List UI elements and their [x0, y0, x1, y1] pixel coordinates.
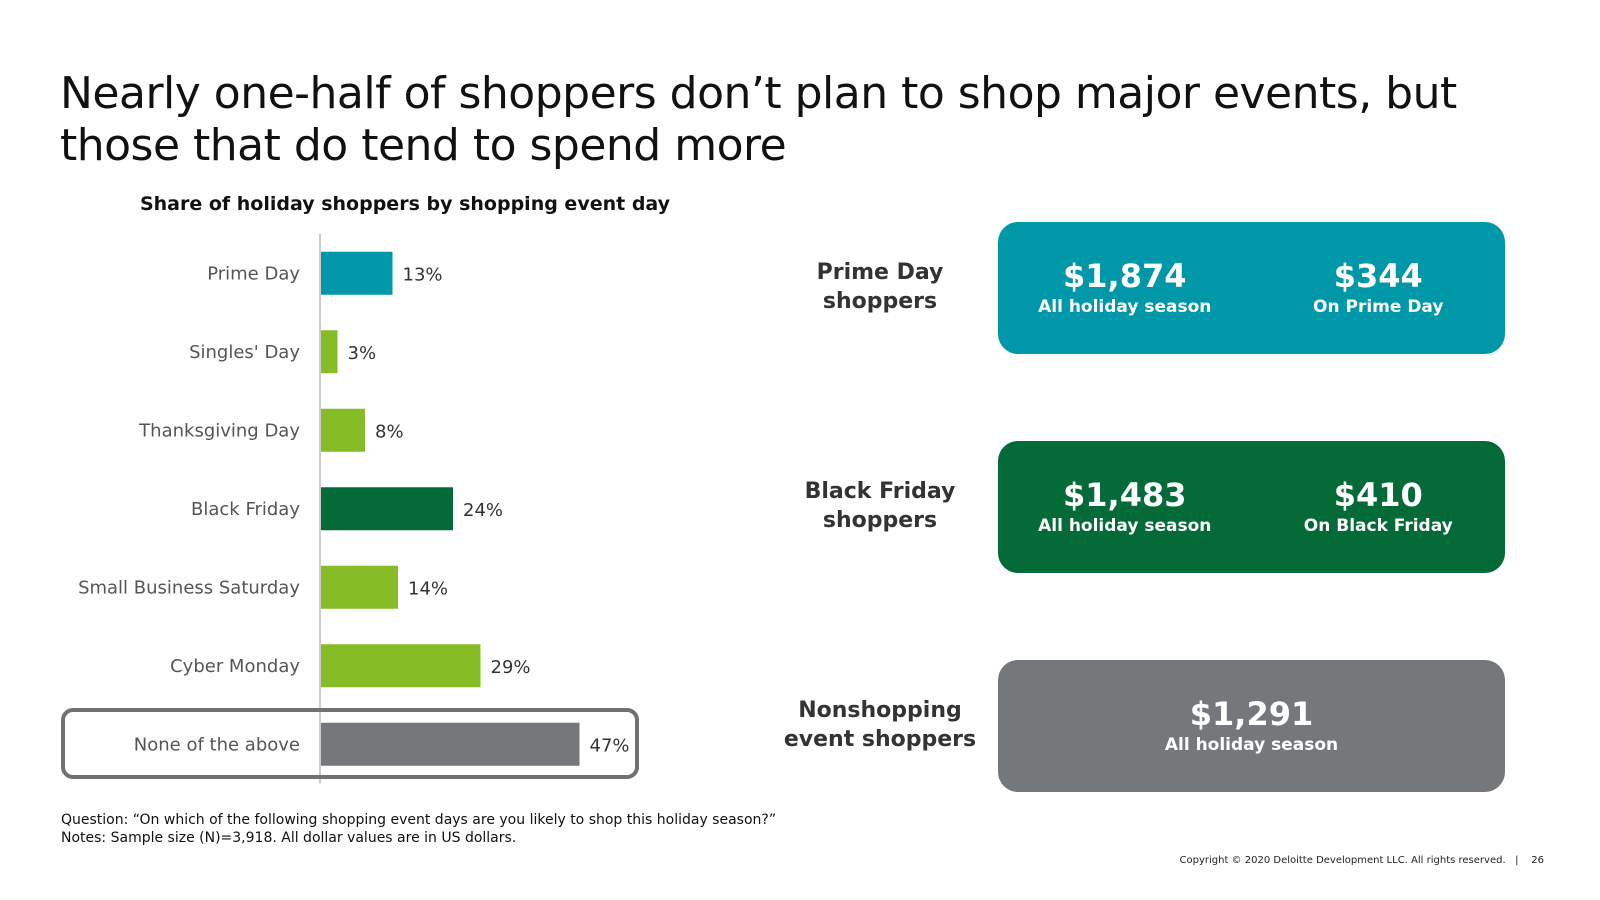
group-label-nonshopping: Nonshopping event shoppers [770, 696, 990, 754]
category-label-thanksgiving-day: Thanksgiving Day [138, 420, 300, 441]
bar-black-friday [321, 487, 453, 531]
spend-amount: $410 [1333, 476, 1423, 514]
copyright-footer: Copyright © 2020 Deloitte Development LL… [1180, 855, 1544, 866]
spend-card-prime-day: $1,874 All holiday season $344 On Prime … [998, 222, 1505, 354]
group-label-prime-day: Prime Day shoppers [770, 258, 990, 316]
category-label-small-business-saturday: Small Business Saturday [78, 577, 300, 598]
spend-sub-label: All holiday season [1038, 297, 1212, 317]
copyright-text: Copyright © 2020 Deloitte Development LL… [1179, 855, 1506, 866]
spend-amount: $344 [1333, 257, 1423, 295]
bar-thanksgiving-day [321, 408, 365, 452]
value-label-small-business-saturday: 14% [408, 578, 448, 599]
spend-item: $410 On Black Friday [1252, 476, 1506, 538]
category-label-prime-day: Prime Day [207, 263, 300, 284]
value-label-cyber-monday: 29% [491, 657, 531, 678]
category-label-none-of-the-above: None of the above [134, 734, 300, 755]
spend-amount: $1,483 [1063, 476, 1187, 514]
category-label-black-friday: Black Friday [191, 499, 300, 520]
bar-cyber-monday [321, 644, 481, 688]
group-label-line: Nonshopping [798, 698, 962, 723]
slide-title: Nearly one-half of shoppers don’t plan t… [60, 68, 1457, 171]
group-label-line: shoppers [822, 508, 938, 533]
bar-singles-day [321, 330, 338, 374]
spend-amount: $1,874 [1063, 257, 1187, 295]
bar-none-of-the-above [321, 722, 580, 766]
spend-sub-label: All holiday season [1164, 735, 1339, 755]
group-label-line: Black Friday [804, 479, 956, 504]
value-label-prime-day: 13% [403, 264, 443, 285]
spend-sub-label: On Black Friday [1303, 516, 1453, 536]
category-label-cyber-monday: Cyber Monday [170, 656, 300, 677]
group-label-line: event shoppers [783, 727, 977, 752]
footnote-question: Question: “On which of the following sho… [61, 812, 777, 828]
group-label-line: shoppers [822, 289, 938, 314]
spend-item: $1,483 All holiday season [998, 476, 1252, 538]
spend-sub-label: All holiday season [1038, 516, 1212, 536]
category-label-singles-day: Singles' Day [189, 342, 300, 363]
value-label-black-friday: 24% [463, 500, 503, 521]
highlight-box [61, 708, 639, 779]
value-label-thanksgiving-day: 8% [375, 421, 404, 442]
spend-card-black-friday: $1,483 All holiday season $410 On Black … [998, 441, 1505, 573]
bar-small-business-saturday [321, 565, 398, 609]
group-label-line: Prime Day [816, 260, 944, 285]
page-number: 26 [1531, 855, 1544, 866]
spend-amount: $1,291 [1189, 695, 1314, 733]
footnote-notes: Notes: Sample size (N)=3,918. All dollar… [61, 830, 517, 846]
spend-sub-label: On Prime Day [1313, 297, 1444, 317]
footer-separator: | [1508, 855, 1529, 866]
spend-card-nonshopping: $1,291 All holiday season [998, 660, 1505, 792]
group-label-black-friday: Black Friday shoppers [770, 477, 990, 535]
chart-title: Share of holiday shoppers by shopping ev… [139, 193, 671, 215]
bar-prime-day [321, 251, 393, 295]
value-label-singles-day: 3% [348, 343, 377, 364]
footnotes: Question: “On which of the following sho… [61, 811, 776, 847]
value-label-none-of-the-above: 47% [590, 735, 630, 756]
spend-item: $1,291 All holiday season [998, 695, 1505, 757]
spend-item: $344 On Prime Day [1252, 257, 1506, 319]
bar-chart: Prime Day 13% Singles' Day 3% Thanksgiving D… [78, 234, 630, 784]
spend-item: $1,874 All holiday season [998, 257, 1252, 319]
